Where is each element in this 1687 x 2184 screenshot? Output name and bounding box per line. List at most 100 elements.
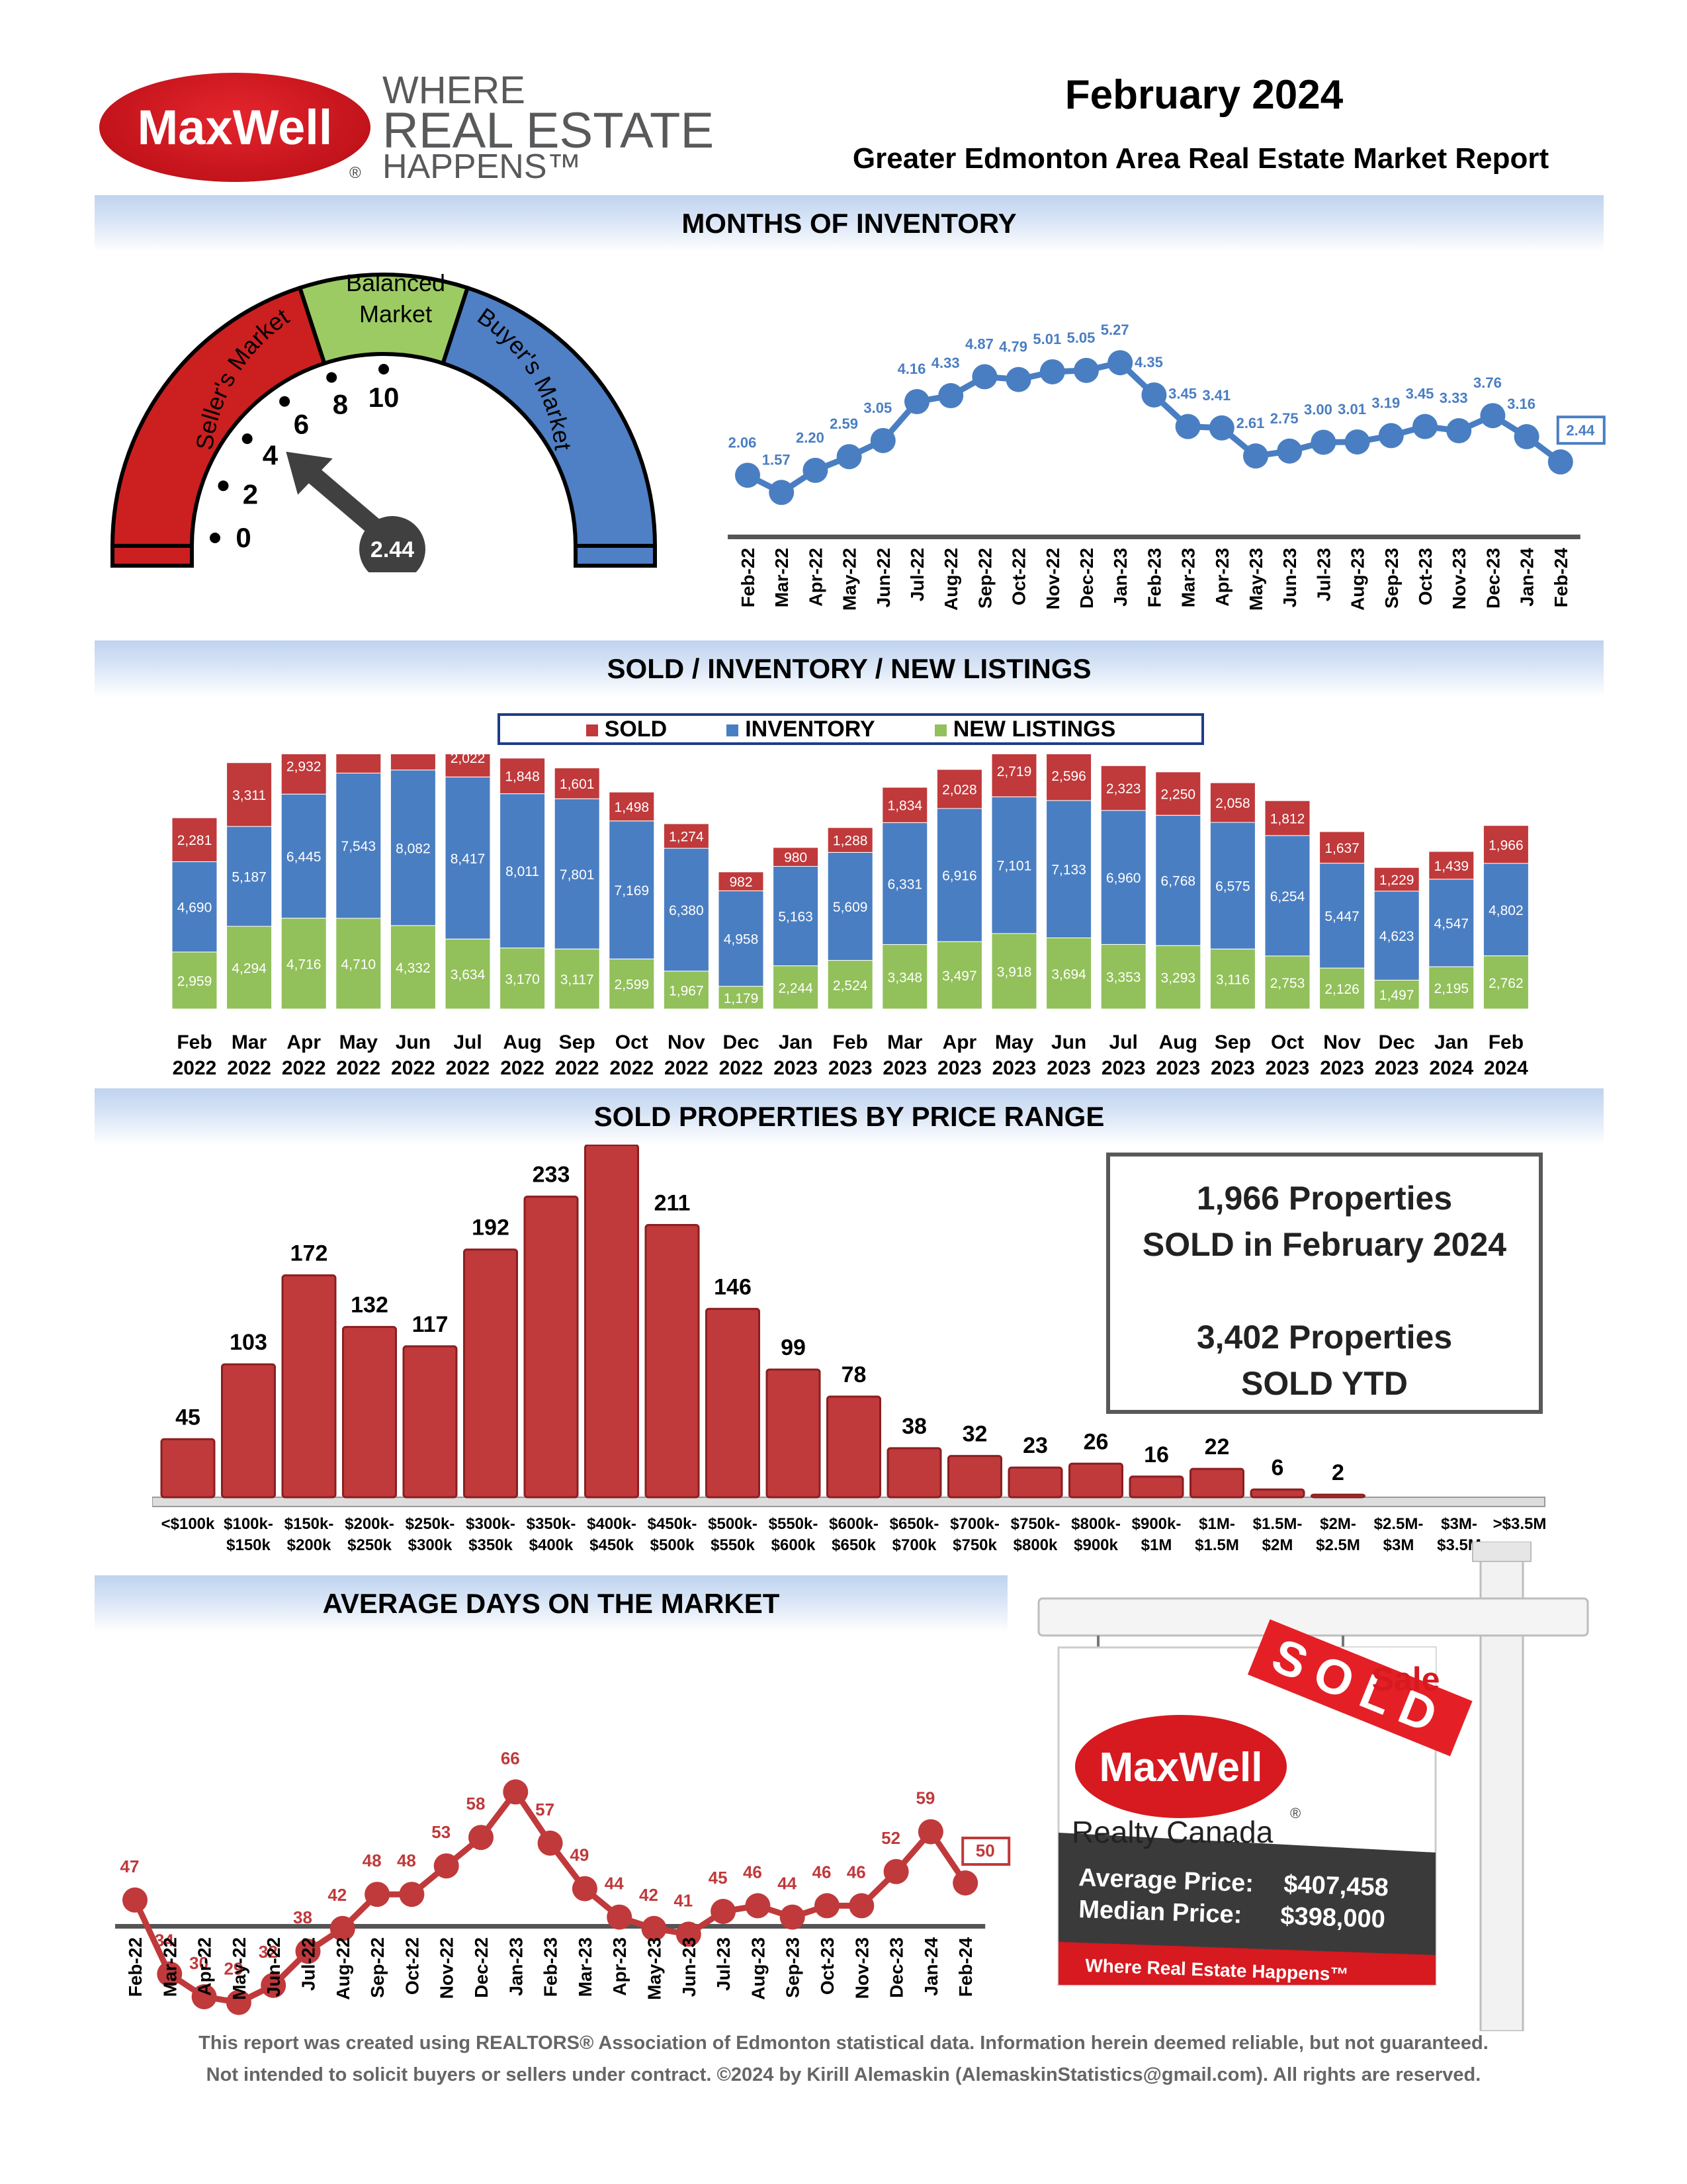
bar-value-label: 8,082 [396,841,431,856]
x-tick-label: Apr-23 [1212,548,1233,607]
data-label: 46 [743,1862,762,1882]
bar-value-label: 6,380 [669,903,704,918]
data-point [226,1989,251,2015]
gauge-tick-dot [326,372,337,383]
price-bar-label: 2 [1332,1460,1344,1485]
data-point [675,1921,701,1947]
bar-value-label: 5,163 [778,910,813,925]
x-year-label: 2023 [1266,1057,1310,1079]
bar-new-listings [554,948,600,1010]
x-year-label: 2022 [391,1057,435,1079]
price-tick-label-1: $550k- [769,1515,818,1533]
x-tick-label: Dec-23 [887,1937,907,1998]
data-point [1378,423,1404,449]
data-point [1039,359,1065,384]
data-point [735,462,760,488]
bar-value-label: 4,958 [724,932,759,947]
price-tick-label-2: $900k [1074,1536,1118,1554]
x-tick-label: Jul-22 [907,548,928,601]
legend-new-label: NEW LISTINGS [953,716,1116,742]
data-point [641,1915,667,1941]
x-tick-label: Aug-22 [333,1937,353,2000]
price-tick-label-1: $650k- [890,1515,939,1533]
bar-inventory [445,776,491,939]
x-tick-label: Jan-23 [1110,548,1131,607]
price-bar-label: 146 [714,1274,752,1299]
sign-company: Realty Canada [1072,1815,1274,1849]
price-tick-label-2: $700k [892,1536,937,1554]
x-tick-label: Jun-22 [873,548,894,607]
data-label: 66 [501,1748,520,1768]
bar-new-listings [445,938,491,1010]
data-label: 4.87 [965,335,994,352]
price-bar-label: 192 [472,1215,509,1241]
bar-value-label: 3,293 [1161,971,1196,986]
bar-new-listings [1319,967,1365,1010]
x-tick-label: Oct-22 [1009,548,1029,605]
data-label: 3.00 [1304,402,1332,418]
bar-value-label: 2,028 [942,782,977,797]
data-label: 2.06 [728,434,757,451]
sign-sale-text: Sale [1372,1661,1440,1698]
data-point [503,1779,529,1805]
x-year-label: 2022 [664,1057,709,1079]
x-month-label: Aug [503,1031,541,1053]
price-bar-label: 211 [654,1191,691,1216]
bar-sold [773,847,819,867]
x-tick-label: Feb-24 [1551,548,1571,608]
data-point [849,1893,875,1919]
sign-logo-text: MaxWell [1100,1745,1263,1790]
bar-value-label: 2,599 [615,977,650,992]
gauge-tick-dot [378,364,389,374]
bar-value-label: 6,331 [888,877,923,892]
bar-inventory [1319,863,1365,969]
bar-value-label: 2,126 [1324,982,1360,997]
x-tick-label: Sep-23 [783,1937,803,1998]
x-tick-label: Jun-23 [679,1937,699,1997]
bar-value-label: 5,609 [833,900,868,915]
bar-inventory [991,796,1037,934]
x-tick-label: Jun-23 [1279,548,1300,607]
price-bar-label: 103 [230,1330,267,1355]
bar-sold [335,754,382,773]
bar-value-label: 6,575 [1215,879,1250,895]
x-tick-label: May-22 [229,1937,249,2000]
chart-axis [728,535,1580,539]
data-label: 3.45 [1168,386,1197,402]
bar-value-label: 1,179 [724,991,759,1006]
x-tick-label: Feb-22 [738,548,758,607]
bar-sold [1209,782,1256,823]
bar-inventory [390,769,436,926]
price-bar [463,1248,518,1499]
data-point [191,1984,217,2009]
x-year-label: 2023 [1102,1057,1146,1079]
data-label: 44 [605,1874,624,1894]
price-bar [826,1395,881,1499]
x-month-label: Mar [232,1031,267,1053]
price-bar [1068,1462,1123,1499]
bar-value-label: 3,311 [232,788,266,803]
x-year-label: 2022 [282,1057,326,1079]
data-point [1344,429,1370,455]
data-label: 29 [224,1959,243,1979]
x-month-label: May [995,1031,1034,1053]
x-year-label: 2023 [1375,1057,1419,1079]
x-tick-label: Mar-23 [575,1937,595,1997]
bar-value-label: 3,918 [997,965,1032,980]
data-label: 3.16 [1507,396,1536,412]
price-range-chart: 45 <$100k 103 $100k- $150k 172 $150k- $200k 132 $… [152,1145,1546,1554]
bar-new-listings [281,918,327,1010]
data-label: 2.20 [796,429,824,446]
data-point [953,1870,978,1896]
sign-arm [1037,1597,1589,1637]
bar-value-label: 1,439 [1434,859,1469,874]
bar-value-label: 5,447 [1324,909,1360,924]
x-year-label: 2022 [173,1057,217,1079]
x-tick-label: Dec-23 [1483,548,1503,609]
bar-inventory [1373,891,1420,981]
sold-sign-illustration: SOLD Sale MaxWell ® Realty Canada Averag… [1037,1542,1589,2031]
x-month-label: May [339,1031,378,1053]
x-tick-label: Jul-23 [713,1937,734,1991]
bar-sold [718,871,764,891]
x-month-label: Jul [453,1031,482,1053]
